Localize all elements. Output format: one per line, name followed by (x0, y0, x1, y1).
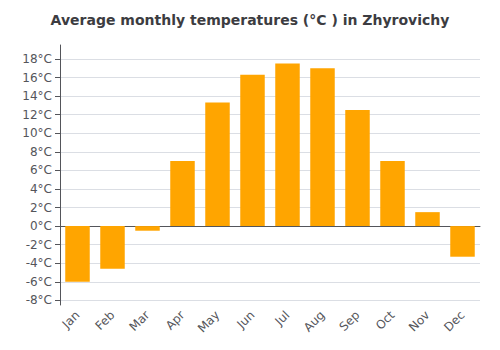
svg-text:Sep: Sep (337, 308, 363, 334)
svg-text:14°C: 14°C (22, 89, 52, 103)
svg-text:6°C: 6°C (30, 163, 52, 177)
svg-text:Jul: Jul (272, 308, 293, 329)
svg-text:Nov: Nov (406, 308, 432, 334)
svg-text:Jun: Jun (234, 308, 258, 332)
svg-text:Feb: Feb (93, 308, 118, 333)
svg-text:0°C: 0°C (30, 219, 52, 233)
svg-text:12°C: 12°C (22, 108, 52, 122)
svg-text:10°C: 10°C (22, 126, 52, 140)
svg-text:-8°C: -8°C (26, 293, 52, 307)
svg-text:Oct: Oct (373, 308, 398, 333)
svg-text:Dec: Dec (441, 308, 467, 334)
svg-text:-2°C: -2°C (26, 238, 52, 252)
svg-text:-6°C: -6°C (26, 275, 52, 289)
svg-text:May: May (195, 308, 222, 335)
svg-text:Mar: Mar (127, 308, 153, 334)
svg-text:4°C: 4°C (30, 182, 52, 196)
svg-text:Average monthly temperatures (: Average monthly temperatures (°C ) in Zh… (51, 12, 450, 28)
svg-text:Jan: Jan (59, 308, 83, 332)
svg-text:8°C: 8°C (30, 145, 52, 159)
svg-text:2°C: 2°C (30, 201, 52, 215)
svg-text:Apr: Apr (163, 308, 188, 333)
svg-text:Aug: Aug (301, 308, 327, 334)
svg-text:18°C: 18°C (22, 52, 52, 66)
svg-text:16°C: 16°C (22, 71, 52, 85)
svg-text:-4°C: -4°C (26, 256, 52, 270)
